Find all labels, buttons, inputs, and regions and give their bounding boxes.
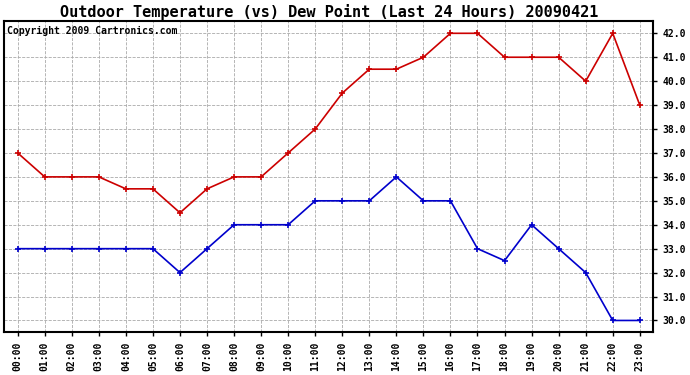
Text: Copyright 2009 Cartronics.com: Copyright 2009 Cartronics.com xyxy=(8,26,178,36)
Title: Outdoor Temperature (vs) Dew Point (Last 24 Hours) 20090421: Outdoor Temperature (vs) Dew Point (Last… xyxy=(59,4,598,20)
